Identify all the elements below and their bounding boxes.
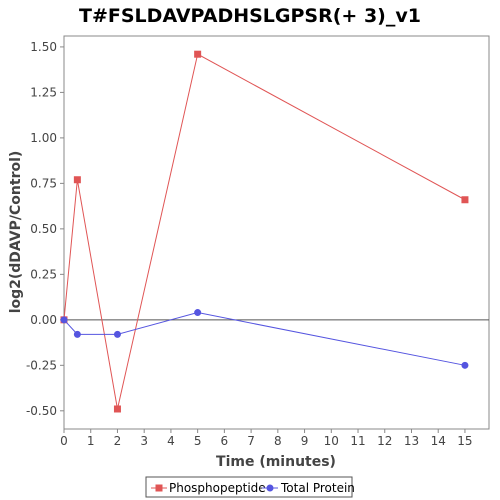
- x-tick-label: 10: [324, 434, 339, 448]
- chart-title: T#FSLDAVPADHSLGPSR(+ 3)_v1: [79, 5, 421, 27]
- x-tick-label: 8: [274, 434, 282, 448]
- legend: Phosphopeptide Total Protein: [145, 476, 355, 498]
- data-point: [461, 361, 469, 369]
- y-tick-label: -0.50: [26, 404, 57, 418]
- series-layer: [60, 50, 469, 413]
- data-point: [113, 405, 121, 413]
- x-tick-label: 13: [404, 434, 419, 448]
- plot-area: [63, 35, 490, 430]
- x-axis-label: Time (minutes): [216, 454, 336, 470]
- y-axis: 1.50 1.25 1.00 0.75 0.50 0.25 0.00 -0.25 -0.50: [26, 40, 64, 418]
- x-tick-label: 11: [350, 434, 365, 448]
- y-tick-label: 1.25: [30, 85, 57, 99]
- x-tick-label: 7: [247, 434, 255, 448]
- data-point: [113, 330, 121, 338]
- y-tick-label: -0.25: [26, 358, 57, 372]
- x-axis: 0 1 2 3 4 5 6 7 8 9 10 11 12 13 14 15: [60, 429, 473, 448]
- x-tick-label: 5: [194, 434, 202, 448]
- legend-total-protein-label: Total Protein: [280, 481, 355, 495]
- x-tick-label: 4: [167, 434, 175, 448]
- legend-box: [145, 476, 353, 498]
- x-tick-label: 0: [60, 434, 68, 448]
- x-tick-label: 12: [377, 434, 392, 448]
- data-point: [461, 196, 469, 204]
- y-tick-label: 0.25: [30, 267, 57, 281]
- y-tick-label: 0.50: [30, 222, 57, 236]
- y-tick-label: 0.00: [30, 313, 57, 327]
- data-point: [73, 330, 81, 338]
- x-tick-label: 6: [221, 434, 229, 448]
- legend-phosphopeptide-label: Phosphopeptide: [169, 481, 266, 495]
- x-tick-label: 3: [140, 434, 148, 448]
- y-tick-label: 1.00: [30, 131, 57, 145]
- x-tick-label: 14: [431, 434, 446, 448]
- x-tick-label: 9: [301, 434, 309, 448]
- x-tick-label: 2: [114, 434, 122, 448]
- series-total-protein: [60, 309, 469, 369]
- legend-phosphopeptide-marker: [155, 484, 163, 492]
- data-point: [60, 316, 68, 324]
- y-axis-label: log2(dDAVP/Control): [8, 151, 24, 314]
- data-point: [194, 309, 202, 317]
- x-tick-label: 15: [457, 434, 472, 448]
- data-point: [73, 176, 81, 184]
- data-point: [194, 50, 202, 58]
- legend-total-protein-marker: [266, 484, 274, 492]
- y-tick-label: 0.75: [30, 176, 57, 190]
- x-tick-label: 1: [87, 434, 95, 448]
- y-tick-label: 1.50: [30, 40, 57, 54]
